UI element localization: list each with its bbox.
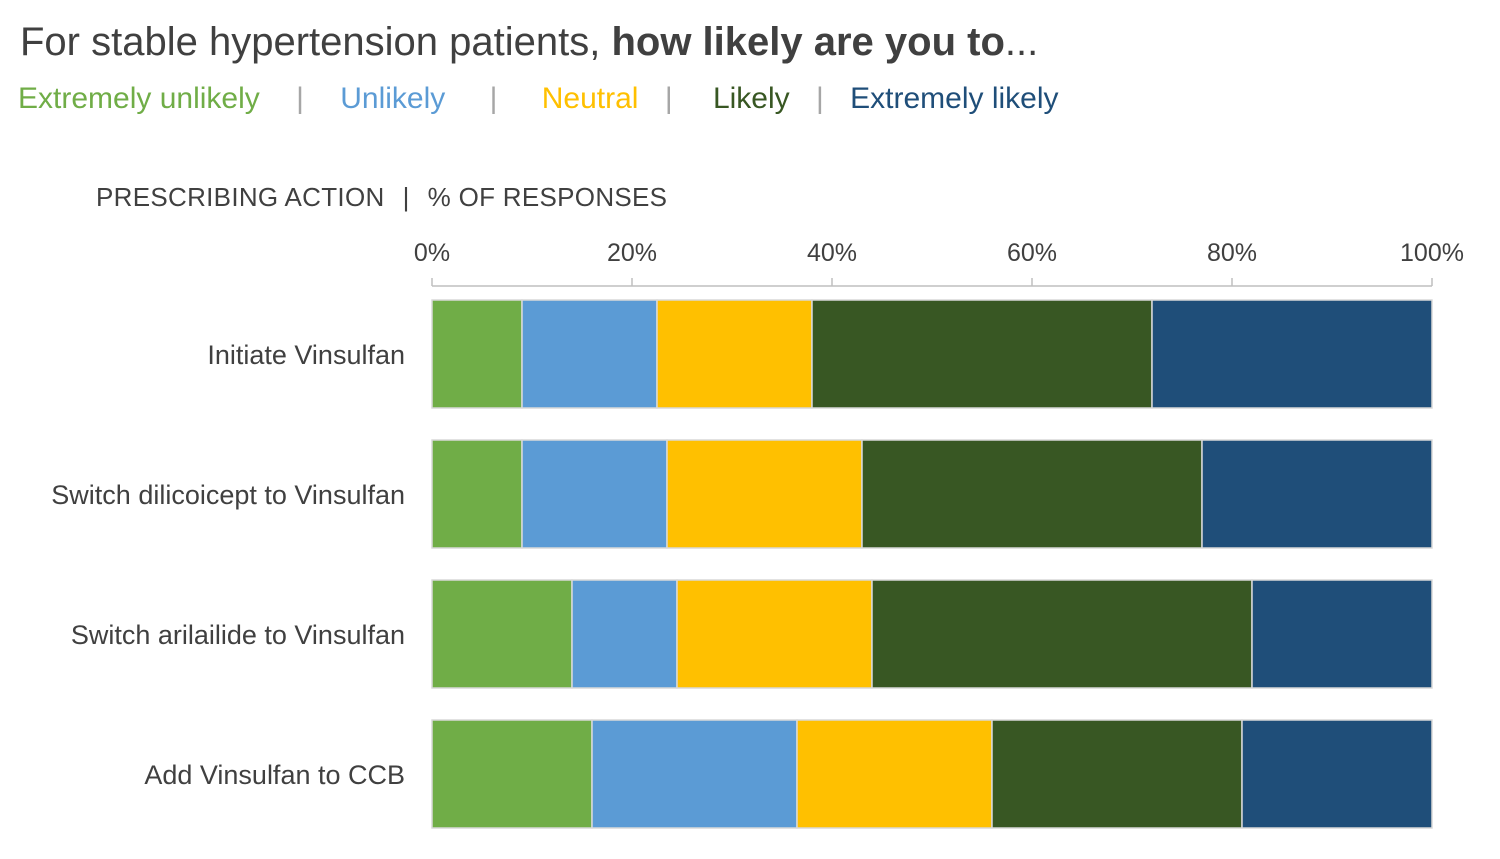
bar-segment-neutral xyxy=(666,439,863,549)
category-label: Switch arilailide to Vinsulfan xyxy=(71,620,405,650)
legend-item-likely: Likely xyxy=(712,82,790,115)
legend-separator: | xyxy=(489,82,498,115)
bar-segment-unlikely xyxy=(591,719,798,829)
x-tick-label: 80% xyxy=(1207,239,1257,267)
category-label: Add Vinsulfan to CCB xyxy=(144,760,405,790)
category-label: Initiate Vinsulfan xyxy=(207,340,405,370)
bar-segment-extremely-unlikely xyxy=(431,719,593,829)
bar-segment-unlikely xyxy=(521,299,658,409)
legend: Extremely unlikely | Unlikely | Neutral … xyxy=(18,82,1059,116)
bar-segment-extremely-unlikely xyxy=(431,579,573,689)
x-tick-label: 60% xyxy=(1007,239,1057,267)
legend-item-neutral: Neutral xyxy=(541,82,639,115)
bar-segment-neutral xyxy=(656,299,813,409)
x-tick-label: 0% xyxy=(414,239,450,267)
bar-segment-extremely-unlikely xyxy=(431,299,523,409)
bar-segment-likely xyxy=(811,299,1153,409)
bar-segment-neutral xyxy=(676,579,873,689)
bar-segment-extremely-likely xyxy=(1241,719,1433,829)
bar-segment-unlikely xyxy=(571,579,678,689)
bar-segment-likely xyxy=(991,719,1243,829)
x-tick-label: 20% xyxy=(607,239,657,267)
bar-segment-extremely-likely xyxy=(1151,299,1433,409)
legend-item-unlikely: Unlikely xyxy=(340,82,446,115)
legend-item-extremely-likely: Extremely likely xyxy=(850,82,1059,115)
title-normal: For stable hypertension patients, xyxy=(20,20,612,64)
legend-separator: | xyxy=(664,82,673,115)
x-tick-label: 40% xyxy=(807,239,857,267)
subheading-left: PRESCRIBING ACTION xyxy=(96,182,385,212)
bar-segment-extremely-likely xyxy=(1251,579,1433,689)
bar-segment-unlikely xyxy=(521,439,668,549)
legend-separator: | xyxy=(296,82,304,115)
x-tick-label: 100% xyxy=(1400,239,1464,267)
category-label: Switch dilicoicept to Vinsulfan xyxy=(51,480,405,510)
legend-item-extremely-unlikely: Extremely unlikely xyxy=(18,82,260,115)
chart-subheading: PRESCRIBING ACTION | % OF RESPONSES xyxy=(96,182,667,213)
bar-segment-extremely-unlikely xyxy=(431,439,523,549)
chart-title: For stable hypertension patients, how li… xyxy=(20,20,1038,65)
bar-segment-likely xyxy=(871,579,1253,689)
title-bold: how likely are you to xyxy=(611,20,1005,64)
bar-segment-neutral xyxy=(796,719,993,829)
subheading-right: % OF RESPONSES xyxy=(427,182,668,212)
bar-segment-likely xyxy=(861,439,1203,549)
subheading-separator: | xyxy=(402,182,410,212)
bar-segment-extremely-likely xyxy=(1201,439,1433,549)
legend-separator: | xyxy=(816,82,824,115)
title-suffix: ... xyxy=(1004,20,1039,64)
